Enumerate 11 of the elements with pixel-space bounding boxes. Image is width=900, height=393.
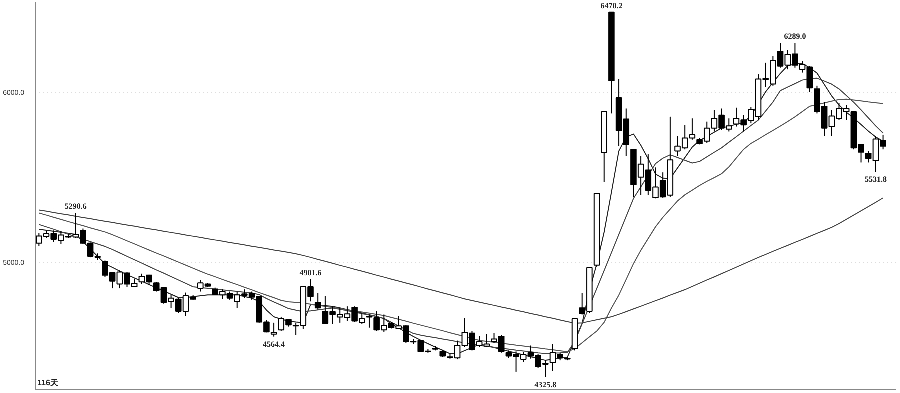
annotation: 116天 xyxy=(38,378,60,388)
candlestick xyxy=(270,322,278,338)
annotation: 4901.6 xyxy=(300,268,322,278)
annotation: 6470.2 xyxy=(600,1,623,10)
annotation: 6289.0 xyxy=(784,32,806,42)
annotation: 4564.4 xyxy=(263,340,286,349)
annotation: 5290.6 xyxy=(64,202,87,212)
candlestick xyxy=(366,314,373,328)
annotation: 5531.8 xyxy=(864,175,887,184)
annotation: 4325.8 xyxy=(534,380,557,390)
candlestick xyxy=(314,292,322,310)
